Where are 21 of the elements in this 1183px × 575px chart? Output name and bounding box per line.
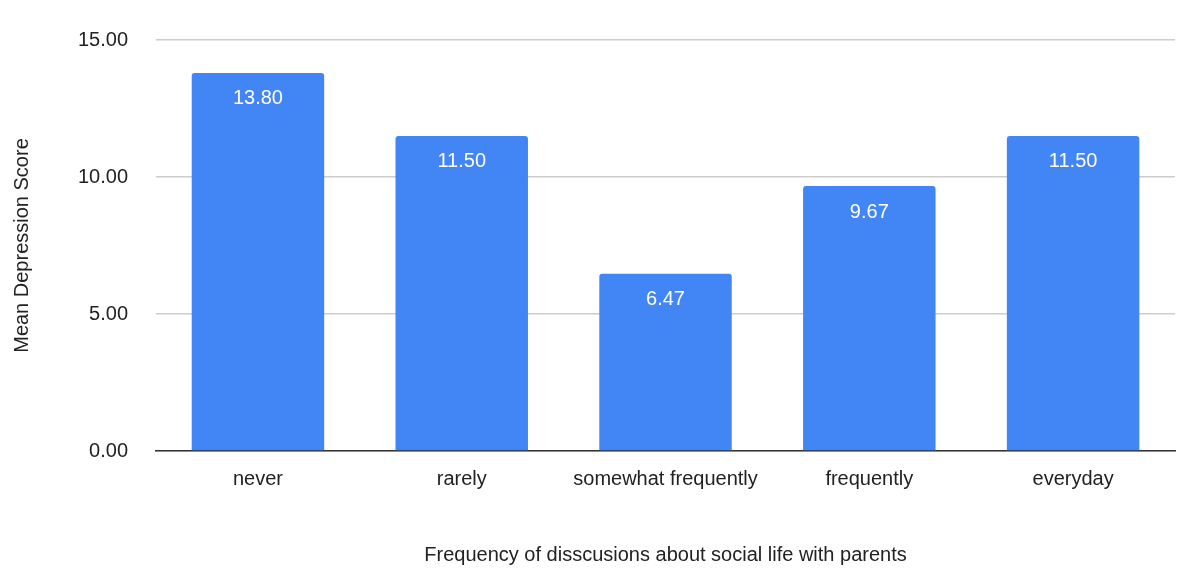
data-label: 6.47	[646, 287, 685, 310]
y-axis-title: Mean Depression Score	[9, 138, 32, 353]
y-tick-label: 15.00	[77, 27, 129, 50]
y-tick-label: 5.00	[89, 301, 129, 324]
data-label: 11.50	[437, 149, 487, 172]
bar	[395, 135, 528, 451]
data-label: 11.50	[1048, 149, 1098, 172]
bar	[599, 273, 732, 451]
x-tick-label: frequently	[825, 466, 914, 489]
x-tick-label: somewhat frequently	[573, 466, 758, 489]
bar	[1006, 135, 1140, 451]
data-label: 9.67	[849, 199, 889, 222]
x-tick-label: everyday	[1032, 466, 1114, 489]
bar	[803, 186, 936, 451]
x-axis-title: Frequency of disscusions about social life with parents	[424, 542, 907, 565]
y-tick-label: 10.00	[77, 164, 129, 187]
data-label: 13.80	[232, 86, 283, 109]
x-tick-label: rarely	[436, 466, 487, 489]
y-tick-label: 0.00	[89, 438, 129, 461]
x-tick-label: never	[232, 466, 284, 489]
bar	[191, 72, 325, 451]
